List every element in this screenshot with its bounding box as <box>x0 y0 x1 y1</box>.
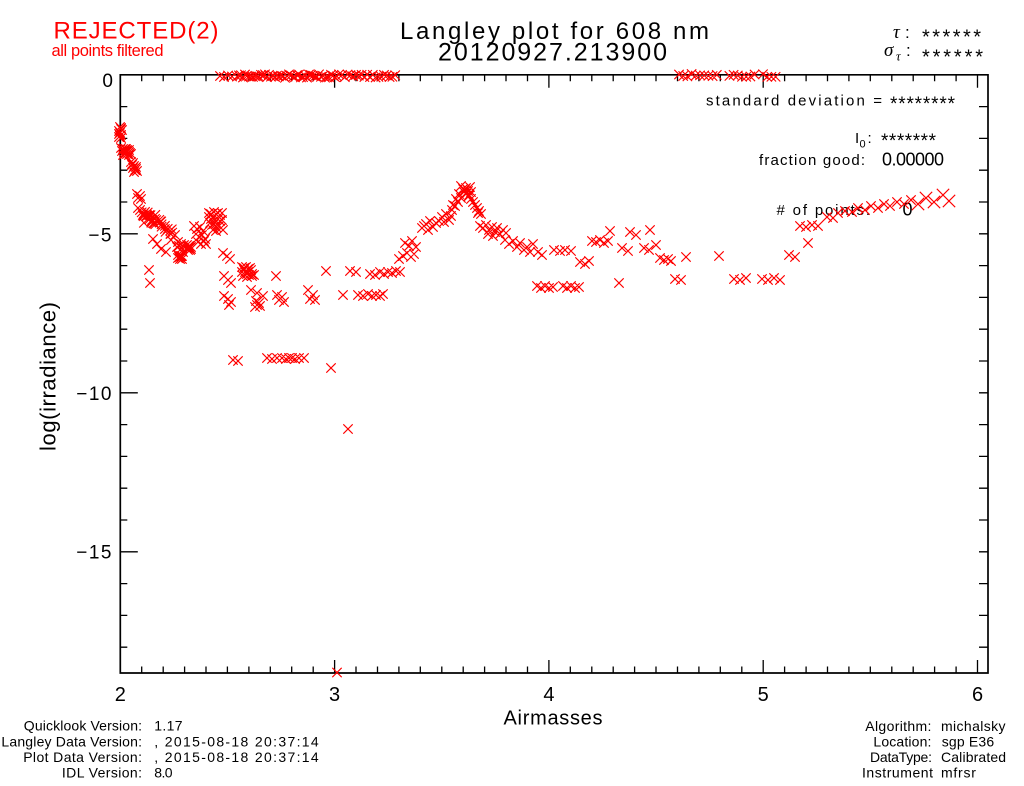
svg-text:log(irradiance): log(irradiance) <box>36 302 61 451</box>
svg-text:0: 0 <box>860 139 866 151</box>
svg-text::: : <box>905 23 910 42</box>
svg-text:standard deviation =: standard deviation = <box>706 93 882 110</box>
svg-text:6: 6 <box>972 684 983 706</box>
svg-text:REJECTED(2): REJECTED(2) <box>54 17 219 44</box>
svg-text:I: I <box>855 130 859 147</box>
svg-text:4: 4 <box>543 684 554 706</box>
svg-text:Airmasses: Airmasses <box>504 708 603 730</box>
svg-text:5: 5 <box>758 684 769 706</box>
svg-text:, 2015-08-18 20:37:14: , 2015-08-18 20:37:14 <box>154 734 319 750</box>
svg-text:−15: −15 <box>76 543 113 564</box>
svg-text:Algorithm:: Algorithm: <box>865 718 931 734</box>
svg-text:0: 0 <box>903 199 913 219</box>
svg-text::: : <box>868 130 872 147</box>
svg-text:Langley plot for 608 nm: Langley plot for 608 nm <box>400 18 709 45</box>
svg-text:20120927.213900: 20120927.213900 <box>438 39 667 67</box>
svg-text:all points filtered: all points filtered <box>52 42 164 60</box>
svg-text:sgp E36: sgp E36 <box>942 733 995 749</box>
svg-text:1.17: 1.17 <box>154 718 183 734</box>
svg-text:Langley Data Version:: Langley Data Version: <box>1 734 142 750</box>
svg-text:Calibrated: Calibrated <box>941 749 1006 765</box>
svg-text:Location:: Location: <box>873 733 931 749</box>
svg-text:Plot Data Version:: Plot Data Version: <box>23 749 142 765</box>
svg-text:τ: τ <box>893 22 901 43</box>
svg-text:τ: τ <box>896 49 902 64</box>
svg-text:DataType:: DataType: <box>870 749 932 765</box>
svg-text:σ: σ <box>884 40 894 61</box>
svg-text:0: 0 <box>102 71 113 92</box>
svg-text:Quicklook Version:: Quicklook Version: <box>24 718 142 734</box>
svg-text:mfrsr: mfrsr <box>941 764 976 780</box>
svg-text:, 2015-08-18 20:37:14: , 2015-08-18 20:37:14 <box>154 749 319 765</box>
svg-text:−5: −5 <box>88 226 113 247</box>
svg-text:*******: ******* <box>881 131 937 152</box>
svg-text::: : <box>906 41 911 60</box>
svg-text:michalsky: michalsky <box>941 718 1006 734</box>
svg-text:−10: −10 <box>76 384 113 405</box>
svg-text:8.0: 8.0 <box>154 764 173 780</box>
svg-text:2: 2 <box>115 684 126 706</box>
svg-text:3: 3 <box>329 684 340 706</box>
svg-text:Instrument: Instrument <box>862 764 933 780</box>
svg-text:IDL Version:: IDL Version: <box>62 764 142 780</box>
svg-text:0.00000: 0.00000 <box>882 150 944 170</box>
svg-text:fraction good:: fraction good: <box>759 152 865 169</box>
svg-text:********: ******** <box>890 94 956 115</box>
